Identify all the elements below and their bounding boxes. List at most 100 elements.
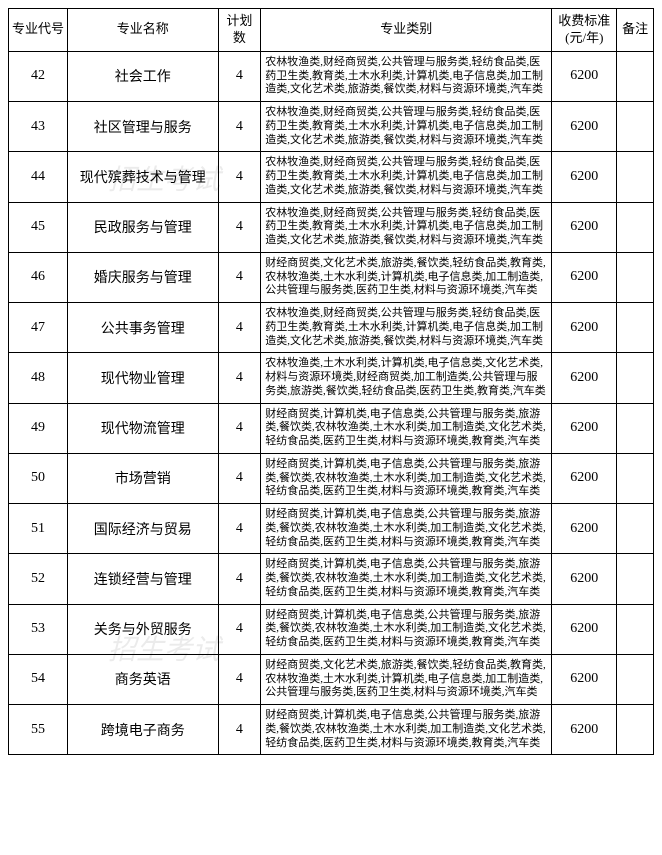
cell-category: 农林牧渔类,财经商贸类,公共管理与服务类,轻纺食品类,医药卫生类,教育类,土木水… [261, 102, 552, 152]
cell-code: 46 [9, 252, 68, 302]
table-head: 专业代号专业名称计划数专业类别收费标准(元/年)备注 [9, 9, 654, 52]
cell-note [617, 705, 654, 755]
cell-note [617, 554, 654, 604]
cell-fee: 6200 [552, 303, 617, 353]
cell-category: 财经商贸类,计算机类,电子信息类,公共管理与服务类,旅游类,餐饮类,农林牧渔类,… [261, 504, 552, 554]
cell-category: 财经商贸类,文化艺术类,旅游类,餐饮类,轻纺食品类,教育类,农林牧渔类,土木水利… [261, 252, 552, 302]
cell-fee: 6200 [552, 51, 617, 101]
header-note: 备注 [617, 9, 654, 52]
cell-fee: 6200 [552, 252, 617, 302]
cell-note [617, 252, 654, 302]
cell-category: 农林牧渔类,财经商贸类,公共管理与服务类,轻纺食品类,医药卫生类,教育类,土木水… [261, 202, 552, 252]
cell-code: 45 [9, 202, 68, 252]
cell-category: 农林牧渔类,财经商贸类,公共管理与服务类,轻纺食品类,医药卫生类,教育类,土木水… [261, 303, 552, 353]
cell-name: 市场营销 [68, 453, 219, 503]
cell-fee: 6200 [552, 705, 617, 755]
cell-name: 商务英语 [68, 654, 219, 704]
table-row: 43社区管理与服务4农林牧渔类,财经商贸类,公共管理与服务类,轻纺食品类,医药卫… [9, 102, 654, 152]
cell-fee: 6200 [552, 202, 617, 252]
cell-name: 婚庆服务与管理 [68, 252, 219, 302]
cell-name: 现代物流管理 [68, 403, 219, 453]
header-code: 专业代号 [9, 9, 68, 52]
header-category: 专业类别 [261, 9, 552, 52]
cell-note [617, 51, 654, 101]
cell-code: 43 [9, 102, 68, 152]
table-row: 44现代殡葬技术与管理4农林牧渔类,财经商贸类,公共管理与服务类,轻纺食品类,医… [9, 152, 654, 202]
cell-name: 社区管理与服务 [68, 102, 219, 152]
cell-category: 财经商贸类,计算机类,电子信息类,公共管理与服务类,旅游类,餐饮类,农林牧渔类,… [261, 604, 552, 654]
cell-code: 55 [9, 705, 68, 755]
cell-code: 47 [9, 303, 68, 353]
cell-code: 54 [9, 654, 68, 704]
table-row: 54商务英语4财经商贸类,文化艺术类,旅游类,餐饮类,轻纺食品类,教育类,农林牧… [9, 654, 654, 704]
cell-name: 社会工作 [68, 51, 219, 101]
cell-category: 财经商贸类,文化艺术类,旅游类,餐饮类,轻纺食品类,教育类,农林牧渔类,土木水利… [261, 654, 552, 704]
cell-fee: 6200 [552, 604, 617, 654]
cell-plan: 4 [218, 453, 261, 503]
cell-category: 农林牧渔类,财经商贸类,公共管理与服务类,轻纺食品类,医药卫生类,教育类,土木水… [261, 51, 552, 101]
cell-code: 44 [9, 152, 68, 202]
cell-plan: 4 [218, 102, 261, 152]
cell-code: 51 [9, 504, 68, 554]
cell-note [617, 202, 654, 252]
cell-fee: 6200 [552, 353, 617, 403]
cell-plan: 4 [218, 403, 261, 453]
cell-plan: 4 [218, 152, 261, 202]
cell-fee: 6200 [552, 152, 617, 202]
cell-code: 50 [9, 453, 68, 503]
table-wrapper: 招生考试 招生考试 专业代号专业名称计划数专业类别收费标准(元/年)备注 42社… [8, 8, 654, 755]
cell-code: 49 [9, 403, 68, 453]
cell-name: 关务与外贸服务 [68, 604, 219, 654]
cell-category: 财经商贸类,计算机类,电子信息类,公共管理与服务类,旅游类,餐饮类,农林牧渔类,… [261, 705, 552, 755]
cell-plan: 4 [218, 202, 261, 252]
cell-name: 跨境电子商务 [68, 705, 219, 755]
cell-code: 53 [9, 604, 68, 654]
table-row: 52连锁经营与管理4财经商贸类,计算机类,电子信息类,公共管理与服务类,旅游类,… [9, 554, 654, 604]
cell-fee: 6200 [552, 554, 617, 604]
table-row: 55跨境电子商务4财经商贸类,计算机类,电子信息类,公共管理与服务类,旅游类,餐… [9, 705, 654, 755]
cell-code: 52 [9, 554, 68, 604]
cell-plan: 4 [218, 654, 261, 704]
cell-category: 农林牧渔类,土木水利类,计算机类,电子信息类,文化艺术类,材料与资源环境类,财经… [261, 353, 552, 403]
cell-note [617, 504, 654, 554]
cell-plan: 4 [218, 51, 261, 101]
cell-note [617, 353, 654, 403]
admissions-table: 专业代号专业名称计划数专业类别收费标准(元/年)备注 42社会工作4农林牧渔类,… [8, 8, 654, 755]
table-body: 42社会工作4农林牧渔类,财经商贸类,公共管理与服务类,轻纺食品类,医药卫生类,… [9, 51, 654, 755]
cell-fee: 6200 [552, 403, 617, 453]
cell-category: 财经商贸类,计算机类,电子信息类,公共管理与服务类,旅游类,餐饮类,农林牧渔类,… [261, 453, 552, 503]
cell-name: 现代殡葬技术与管理 [68, 152, 219, 202]
cell-fee: 6200 [552, 654, 617, 704]
table-row: 45民政服务与管理4农林牧渔类,财经商贸类,公共管理与服务类,轻纺食品类,医药卫… [9, 202, 654, 252]
cell-name: 连锁经营与管理 [68, 554, 219, 604]
cell-category: 财经商贸类,计算机类,电子信息类,公共管理与服务类,旅游类,餐饮类,农林牧渔类,… [261, 403, 552, 453]
table-row: 53关务与外贸服务4财经商贸类,计算机类,电子信息类,公共管理与服务类,旅游类,… [9, 604, 654, 654]
cell-fee: 6200 [552, 102, 617, 152]
table-row: 49现代物流管理4财经商贸类,计算机类,电子信息类,公共管理与服务类,旅游类,餐… [9, 403, 654, 453]
cell-plan: 4 [218, 252, 261, 302]
cell-note [617, 152, 654, 202]
table-row: 50市场营销4财经商贸类,计算机类,电子信息类,公共管理与服务类,旅游类,餐饮类… [9, 453, 654, 503]
cell-plan: 4 [218, 353, 261, 403]
cell-name: 国际经济与贸易 [68, 504, 219, 554]
table-row: 51国际经济与贸易4财经商贸类,计算机类,电子信息类,公共管理与服务类,旅游类,… [9, 504, 654, 554]
cell-name: 公共事务管理 [68, 303, 219, 353]
cell-name: 现代物业管理 [68, 353, 219, 403]
cell-note [617, 604, 654, 654]
table-row: 42社会工作4农林牧渔类,财经商贸类,公共管理与服务类,轻纺食品类,医药卫生类,… [9, 51, 654, 101]
cell-note [617, 453, 654, 503]
cell-plan: 4 [218, 604, 261, 654]
cell-note [617, 403, 654, 453]
cell-plan: 4 [218, 504, 261, 554]
header-plan: 计划数 [218, 9, 261, 52]
cell-plan: 4 [218, 303, 261, 353]
cell-plan: 4 [218, 554, 261, 604]
cell-category: 财经商贸类,计算机类,电子信息类,公共管理与服务类,旅游类,餐饮类,农林牧渔类,… [261, 554, 552, 604]
cell-fee: 6200 [552, 453, 617, 503]
header-name: 专业名称 [68, 9, 219, 52]
cell-category: 农林牧渔类,财经商贸类,公共管理与服务类,轻纺食品类,医药卫生类,教育类,土木水… [261, 152, 552, 202]
cell-code: 42 [9, 51, 68, 101]
cell-plan: 4 [218, 705, 261, 755]
cell-note [617, 303, 654, 353]
cell-code: 48 [9, 353, 68, 403]
